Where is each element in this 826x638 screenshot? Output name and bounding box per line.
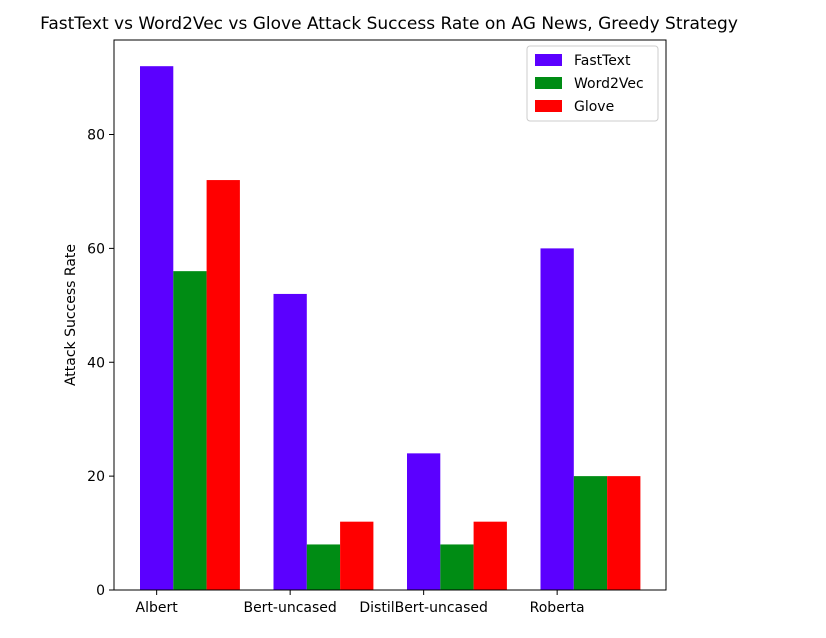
plot-area: 0 20 40 60 80 Albert Bert-uncased DistilBert-un…	[87, 39, 667, 616]
bar-glove-distilbert-uncased	[473, 521, 507, 590]
x-tick-label: Roberta	[530, 600, 585, 616]
bar-fasttext-albert	[140, 66, 174, 590]
plot-frame	[113, 39, 667, 591]
legend-swatch-word2vec	[535, 77, 562, 89]
bar-glove-albert	[206, 180, 240, 590]
bar-word2vec-bert-uncased	[306, 544, 341, 590]
bar-word2vec-albert	[173, 271, 207, 590]
x-tick-label: Bert-uncased	[243, 600, 336, 616]
chart-title: FastText vs Word2Vec vs Glove Attack Suc…	[40, 14, 738, 34]
legend-label-word2vec: Word2Vec	[574, 76, 644, 92]
legend-swatch-glove	[535, 100, 562, 112]
bar-fasttext-roberta	[540, 248, 574, 591]
y-tick-label: 0	[96, 583, 105, 599]
y-tick-label: 20	[87, 469, 105, 485]
y-tick-label: 80	[87, 128, 105, 144]
legend: FastText Word2Vec Glove	[526, 45, 659, 122]
bar-fasttext-distilbert-uncased	[407, 453, 441, 590]
y-tick-label: 40	[87, 355, 105, 371]
legend-label-glove: Glove	[574, 99, 614, 115]
bar-glove-roberta	[607, 476, 641, 590]
y-axis-label: Attack Success Rate	[63, 244, 79, 386]
y-tick-label: 60	[87, 241, 105, 257]
x-tick-label: DistilBert-uncased	[359, 600, 488, 616]
bar-word2vec-roberta	[573, 476, 608, 590]
bar-fasttext-bert-uncased	[273, 293, 307, 590]
legend-label-fasttext: FastText	[574, 53, 631, 69]
legend-swatch-fasttext	[535, 54, 562, 66]
bar-glove-bert-uncased	[340, 521, 374, 590]
x-tick-label: Albert	[136, 600, 179, 616]
bar-word2vec-distilbert-uncased	[440, 544, 474, 590]
